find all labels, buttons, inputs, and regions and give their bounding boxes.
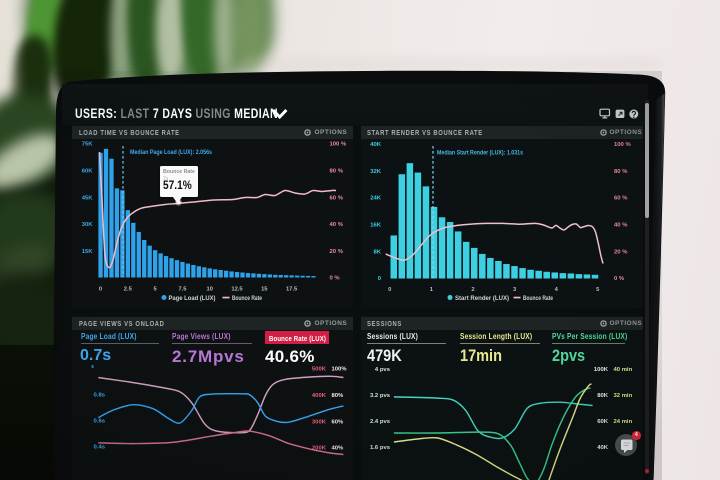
svg-text:7.5: 7.5 bbox=[178, 286, 187, 292]
svg-text:100 %: 100 % bbox=[330, 142, 347, 148]
svg-text:Bounce Rate: Bounce Rate bbox=[523, 296, 554, 302]
svg-text:s: s bbox=[91, 364, 94, 370]
svg-text:80 %: 80 % bbox=[614, 169, 628, 175]
svg-text:0.8s: 0.8s bbox=[94, 392, 106, 398]
svg-text:32 min: 32 min bbox=[614, 393, 633, 399]
svg-text:20 %: 20 % bbox=[330, 249, 344, 255]
svg-text:60%: 60% bbox=[332, 419, 345, 425]
svg-text:1.6 pvs: 1.6 pvs bbox=[370, 445, 391, 451]
svg-text:32K: 32K bbox=[370, 169, 382, 175]
svg-text:15K: 15K bbox=[82, 249, 94, 255]
svg-text:Page Load (LUX): Page Load (LUX) bbox=[169, 296, 216, 302]
svg-text:4: 4 bbox=[555, 287, 559, 293]
svg-text:80%: 80% bbox=[332, 393, 345, 399]
svg-text:4 pvs: 4 pvs bbox=[375, 367, 391, 373]
svg-text:8K: 8K bbox=[373, 249, 381, 255]
svg-text:15: 15 bbox=[261, 286, 268, 292]
svg-text:45K: 45K bbox=[82, 195, 94, 201]
svg-text:0.6s: 0.6s bbox=[94, 418, 106, 424]
svg-text:80 %: 80 % bbox=[330, 169, 344, 175]
svg-text:400K: 400K bbox=[312, 393, 327, 399]
svg-text:75K: 75K bbox=[82, 142, 94, 148]
svg-text:Start Render (LUX): Start Render (LUX) bbox=[455, 296, 509, 302]
svg-text:0: 0 bbox=[99, 286, 102, 292]
svg-text:Bounce Rate: Bounce Rate bbox=[232, 296, 263, 302]
svg-text:300K: 300K bbox=[312, 419, 327, 425]
svg-text:Median Page Load (LUX): 2.056s: Median Page Load (LUX): 2.056s bbox=[130, 149, 212, 156]
svg-text:10: 10 bbox=[206, 286, 212, 292]
svg-text:40K: 40K bbox=[370, 142, 382, 148]
svg-text:100K: 100K bbox=[594, 367, 609, 373]
svg-text:17.5: 17.5 bbox=[286, 286, 298, 292]
svg-text:60K: 60K bbox=[82, 169, 94, 175]
svg-text:60K: 60K bbox=[597, 419, 609, 425]
svg-text:0.4s: 0.4s bbox=[94, 445, 106, 451]
svg-text:0 %: 0 % bbox=[330, 276, 341, 282]
svg-text:40 %: 40 % bbox=[614, 223, 628, 229]
svg-text:3: 3 bbox=[513, 287, 517, 293]
svg-text:5: 5 bbox=[596, 287, 600, 293]
svg-text:40%: 40% bbox=[332, 446, 345, 452]
svg-text:12.5: 12.5 bbox=[231, 286, 243, 292]
svg-text:500K: 500K bbox=[312, 367, 327, 373]
svg-text:60 %: 60 % bbox=[330, 195, 344, 201]
svg-text:2.5: 2.5 bbox=[124, 286, 133, 292]
svg-text:16K: 16K bbox=[370, 223, 382, 229]
svg-text:5: 5 bbox=[153, 286, 157, 292]
svg-text:0: 0 bbox=[378, 276, 382, 282]
svg-text:2.4 pvs: 2.4 pvs bbox=[370, 419, 391, 425]
svg-text:40 min: 40 min bbox=[614, 367, 633, 373]
svg-text:200K: 200K bbox=[312, 446, 327, 452]
svg-text:2: 2 bbox=[471, 287, 474, 293]
svg-text:40 %: 40 % bbox=[330, 222, 344, 228]
svg-text:0: 0 bbox=[388, 287, 391, 293]
svg-text:100%: 100% bbox=[332, 367, 348, 373]
svg-text:0 %: 0 % bbox=[614, 276, 625, 282]
svg-text:20 %: 20 % bbox=[614, 249, 628, 255]
svg-text:24K: 24K bbox=[370, 196, 382, 202]
svg-text:1: 1 bbox=[430, 287, 434, 293]
svg-text:80K: 80K bbox=[597, 393, 609, 399]
svg-text:30K: 30K bbox=[82, 222, 94, 228]
svg-text:3.2 pvs: 3.2 pvs bbox=[370, 393, 391, 399]
svg-text:100 %: 100 % bbox=[614, 142, 631, 148]
svg-text:40K: 40K bbox=[597, 445, 609, 451]
svg-text:Median Start Render (LUX): 1.0: Median Start Render (LUX): 1.031s bbox=[437, 150, 523, 157]
svg-text:24 min: 24 min bbox=[614, 419, 633, 425]
svg-text:60 %: 60 % bbox=[614, 196, 628, 202]
